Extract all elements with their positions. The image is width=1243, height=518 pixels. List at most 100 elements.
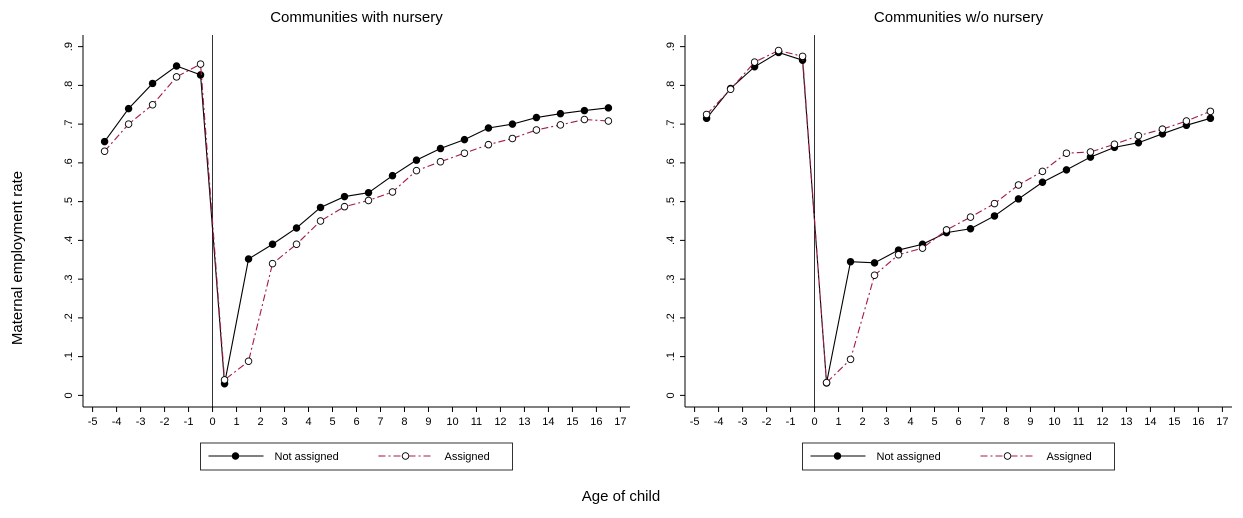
legend-label: Assigned	[445, 451, 490, 463]
data-point	[436, 144, 445, 153]
y-tick-label: .4	[63, 236, 75, 245]
data-point	[268, 240, 277, 248]
data-point	[966, 213, 975, 221]
data-point	[220, 376, 229, 384]
legend-marker	[833, 452, 842, 460]
y-axis-label: Maternal employment rate	[9, 171, 26, 345]
x-tick-label: 0	[209, 416, 215, 428]
data-point	[364, 188, 373, 197]
legend-marker	[401, 452, 410, 460]
data-point	[388, 171, 397, 180]
x-tick-label: 12	[494, 416, 506, 428]
x-tick-label: 1	[233, 416, 239, 428]
x-tick-label: 0	[811, 416, 817, 428]
data-point	[702, 110, 711, 119]
legend-marker	[1003, 452, 1012, 460]
x-tick-label: -2	[762, 416, 772, 428]
data-point	[1086, 148, 1095, 156]
x-tick-label: 3	[883, 416, 889, 428]
data-point	[292, 240, 301, 248]
data-point	[172, 62, 181, 70]
data-point	[172, 73, 181, 81]
series-line	[104, 65, 609, 384]
data-point	[412, 156, 421, 164]
series-line	[706, 51, 1211, 384]
y-tick-label: .6	[665, 158, 677, 167]
y-tick-label: .3	[665, 275, 677, 284]
x-tick-label: -1	[786, 416, 796, 428]
y-tick-label: .8	[63, 81, 75, 90]
data-point	[508, 134, 517, 143]
x-tick-label: -5	[690, 416, 700, 428]
y-tick-label: .5	[665, 197, 677, 206]
x-tick-label: 2	[859, 416, 865, 428]
x-tick-label: 5	[329, 416, 335, 428]
y-tick-label: .3	[63, 275, 75, 284]
x-tick-label: 9	[425, 416, 431, 428]
x-tick-label: 11	[471, 416, 482, 428]
data-point	[508, 120, 517, 128]
x-axis-label: Age of child	[582, 488, 660, 505]
data-point	[1134, 138, 1143, 147]
x-tick-label: 14	[542, 416, 554, 428]
x-tick-label: 11	[1073, 416, 1084, 428]
data-point	[268, 259, 277, 268]
x-tick-label: 16	[590, 416, 602, 428]
y-tick-label: .2	[63, 313, 75, 322]
data-point	[870, 259, 879, 267]
legend-marker	[231, 452, 240, 460]
data-point	[846, 257, 855, 266]
x-tick-label: -2	[160, 416, 170, 428]
data-point	[148, 100, 157, 109]
data-point	[1110, 140, 1119, 149]
data-point	[124, 104, 133, 113]
data-point	[532, 113, 541, 122]
y-tick-label: 0	[63, 392, 75, 398]
chart-title: Communities w/o nursery	[874, 9, 1044, 26]
y-tick-label: 0	[665, 392, 677, 398]
data-point	[1134, 131, 1143, 140]
data-point	[436, 157, 445, 166]
x-tick-label: 1	[835, 416, 841, 428]
x-tick-label: 14	[1144, 416, 1156, 428]
x-tick-label: 10	[446, 416, 458, 428]
data-point	[316, 217, 325, 225]
data-point	[460, 135, 469, 144]
data-point	[604, 104, 613, 112]
x-tick-label: 3	[281, 416, 287, 428]
data-point	[340, 202, 349, 211]
y-tick-label: .8	[665, 81, 677, 90]
data-point	[556, 121, 565, 129]
x-tick-label: 16	[1192, 416, 1204, 428]
y-tick-label: .7	[63, 120, 75, 129]
x-tick-label: 17	[1216, 416, 1228, 428]
x-tick-label: -5	[88, 416, 98, 428]
y-tick-label: .6	[63, 158, 75, 167]
legend-label: Assigned	[1047, 451, 1092, 463]
data-point	[1062, 166, 1071, 174]
y-tick-label: .1	[665, 352, 677, 361]
data-point	[798, 52, 807, 61]
data-point	[726, 85, 735, 93]
x-tick-label: 15	[566, 416, 578, 428]
x-tick-label: 7	[979, 416, 985, 428]
data-point	[244, 255, 253, 263]
data-point	[1038, 178, 1047, 186]
data-point	[942, 226, 951, 234]
y-tick-label: .4	[665, 236, 677, 245]
data-point	[966, 224, 975, 233]
data-point	[750, 58, 759, 66]
data-point	[1158, 125, 1167, 133]
x-tick-label: -1	[184, 416, 194, 428]
data-point	[990, 199, 999, 208]
x-tick-label: -4	[714, 416, 724, 428]
data-point	[484, 124, 493, 132]
data-point	[316, 203, 325, 212]
data-point	[100, 137, 109, 146]
legend-label: Not assigned	[877, 451, 941, 463]
x-tick-label: 8	[401, 416, 407, 428]
data-point	[990, 212, 999, 220]
data-point	[1014, 181, 1023, 189]
data-point	[196, 60, 205, 68]
